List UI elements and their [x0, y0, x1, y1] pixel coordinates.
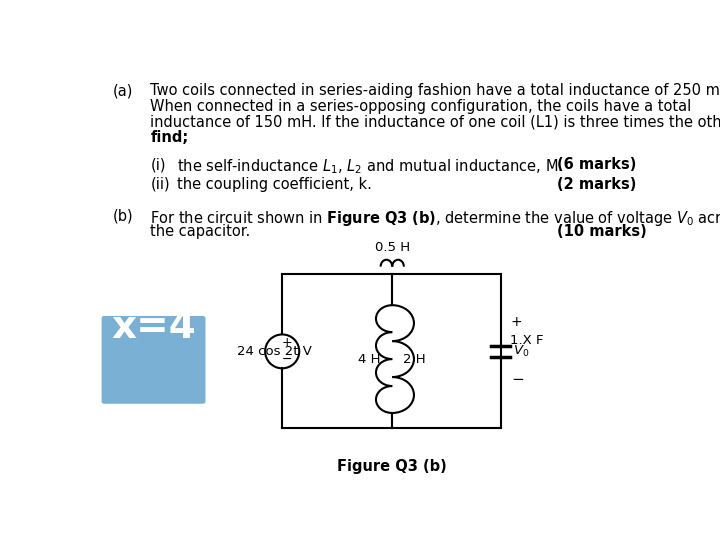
Text: inductance of 150 mH. If the inductance of one coil (L1) is three times the othe: inductance of 150 mH. If the inductance … [150, 114, 720, 129]
Text: the coupling coefficient, k.: the coupling coefficient, k. [177, 177, 372, 192]
Text: 4 H: 4 H [358, 352, 380, 366]
Text: 2 H: 2 H [402, 352, 426, 366]
Text: +: + [510, 315, 522, 329]
Text: 1.X F: 1.X F [510, 334, 544, 347]
Text: −: − [512, 372, 524, 387]
Text: Figure Q3 (b): Figure Q3 (b) [337, 459, 446, 474]
Text: +: + [282, 336, 292, 350]
Text: the self-inductance $L_1$, $L_2$ and mutual inductance, M.: the self-inductance $L_1$, $L_2$ and mut… [177, 157, 562, 176]
Text: For the circuit shown in $\mathbf{Figure\ Q3\ (b)}$, determine the value of volt: For the circuit shown in $\mathbf{Figure… [150, 209, 720, 228]
Text: (ii): (ii) [150, 177, 170, 192]
Text: When connected in a series-opposing configuration, the coils have a total: When connected in a series-opposing conf… [150, 99, 692, 114]
Text: the capacitor.: the capacitor. [150, 224, 251, 239]
Text: 0.5 H: 0.5 H [374, 240, 410, 254]
Text: x=4: x=4 [111, 307, 196, 346]
Text: (a): (a) [113, 84, 134, 99]
Text: 24 cos 2t V: 24 cos 2t V [238, 345, 312, 358]
Text: find;: find; [150, 130, 189, 145]
FancyBboxPatch shape [102, 316, 205, 404]
Text: −: − [282, 353, 292, 366]
Text: (10 marks): (10 marks) [557, 224, 647, 239]
Text: (2 marks): (2 marks) [557, 177, 636, 192]
Text: (6 marks): (6 marks) [557, 157, 636, 172]
Text: (b): (b) [113, 209, 134, 224]
Text: $V_0$: $V_0$ [513, 344, 529, 359]
Text: Two coils connected in series-aiding fashion have a total inductance of 250 mH.: Two coils connected in series-aiding fas… [150, 84, 720, 99]
Text: (i): (i) [150, 157, 166, 172]
